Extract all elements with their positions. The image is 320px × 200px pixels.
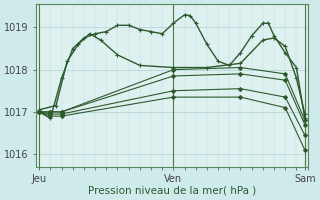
X-axis label: Pression niveau de la mer( hPa ): Pression niveau de la mer( hPa ) xyxy=(88,186,256,196)
